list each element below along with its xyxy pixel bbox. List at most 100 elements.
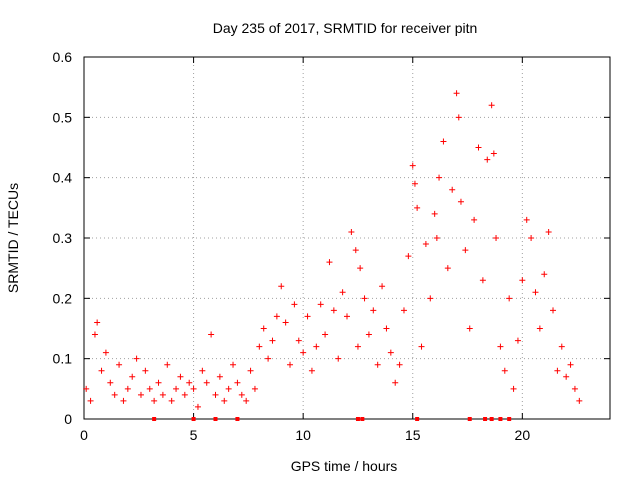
data-point [571, 385, 578, 392]
x-tick-label: 15 [405, 427, 421, 443]
zero-marker [152, 417, 157, 421]
data-point [238, 391, 245, 398]
data-point [243, 397, 250, 404]
y-tick-label: 0.2 [53, 290, 73, 306]
grid-lines [84, 57, 610, 419]
data-point [260, 325, 267, 332]
x-tick-label: 20 [515, 427, 531, 443]
data-point [247, 367, 254, 374]
data-point [357, 265, 364, 272]
data-point [405, 253, 412, 260]
data-point [326, 259, 333, 266]
data-point [488, 102, 495, 109]
y-axis-label: SRMTID / TECUs [5, 183, 21, 293]
data-point [225, 385, 232, 392]
data-point [361, 295, 368, 302]
data-point [400, 307, 407, 314]
y-tick-label: 0.6 [53, 49, 73, 65]
data-point [159, 391, 166, 398]
data-point [251, 385, 258, 392]
data-point [497, 343, 504, 350]
data-point [396, 361, 403, 368]
data-point [563, 373, 570, 380]
data-point [216, 373, 223, 380]
data-point [146, 385, 153, 392]
data-point [273, 313, 280, 320]
data-point [137, 391, 144, 398]
data-point [387, 349, 394, 356]
data-point [308, 367, 315, 374]
data-point [479, 277, 486, 284]
data-point [173, 385, 180, 392]
data-point [466, 325, 473, 332]
data-point [335, 355, 342, 362]
data-point [455, 114, 462, 121]
data-point [532, 289, 539, 296]
data-point [493, 235, 500, 241]
data-point [133, 355, 140, 362]
data-point [230, 361, 237, 368]
zero-marker [415, 417, 420, 421]
data-point [322, 331, 329, 338]
data-point [354, 343, 361, 350]
data-point [506, 295, 513, 302]
data-point [199, 367, 206, 374]
data-point [490, 150, 497, 157]
data-point [102, 349, 109, 356]
data-point [317, 301, 324, 308]
data-point [383, 325, 390, 332]
data-point [256, 343, 263, 350]
data-point [124, 385, 131, 392]
data-point [234, 379, 241, 386]
data-point [203, 379, 210, 386]
data-point [168, 397, 175, 404]
data-point [155, 379, 162, 386]
data-point [265, 355, 272, 362]
data-point [545, 228, 552, 235]
x-tick-label: 0 [80, 427, 88, 443]
zero-marker [360, 417, 365, 421]
data-point [528, 235, 535, 241]
data-point [449, 186, 456, 193]
data-point [300, 349, 307, 356]
data-points [83, 90, 583, 410]
data-point [98, 367, 105, 374]
data-point [374, 361, 381, 368]
data-point [344, 313, 350, 320]
data-point [444, 265, 451, 272]
data-point [94, 319, 101, 326]
data-point [427, 295, 434, 302]
data-point [142, 367, 149, 374]
data-point [190, 385, 197, 392]
data-point [510, 385, 517, 392]
data-point [519, 277, 526, 284]
zero-marker [235, 417, 240, 421]
data-point [414, 204, 421, 211]
chart-title: Day 235 of 2017, SRMTID for receiver pit… [213, 20, 478, 36]
data-point [269, 337, 276, 344]
data-point [550, 307, 557, 314]
data-point [91, 331, 98, 338]
data-point [484, 156, 491, 163]
data-point [129, 373, 136, 380]
data-point [471, 216, 478, 223]
y-tick-label: 0.3 [53, 230, 73, 246]
zero-marker [507, 417, 512, 421]
zero-marker [489, 417, 494, 421]
data-point [295, 337, 302, 344]
y-tick-label: 0.4 [53, 170, 73, 186]
data-point [576, 397, 583, 404]
data-point [422, 241, 429, 248]
x-tick-label: 10 [295, 427, 311, 443]
data-point [330, 307, 337, 314]
data-point [453, 90, 460, 97]
data-point [436, 174, 443, 181]
zero-marker [467, 417, 472, 421]
data-point [221, 397, 228, 404]
data-point [107, 379, 114, 386]
data-point [87, 397, 94, 404]
data-point [291, 301, 298, 308]
data-point [194, 403, 201, 410]
data-point [536, 325, 543, 332]
data-point [411, 180, 418, 187]
